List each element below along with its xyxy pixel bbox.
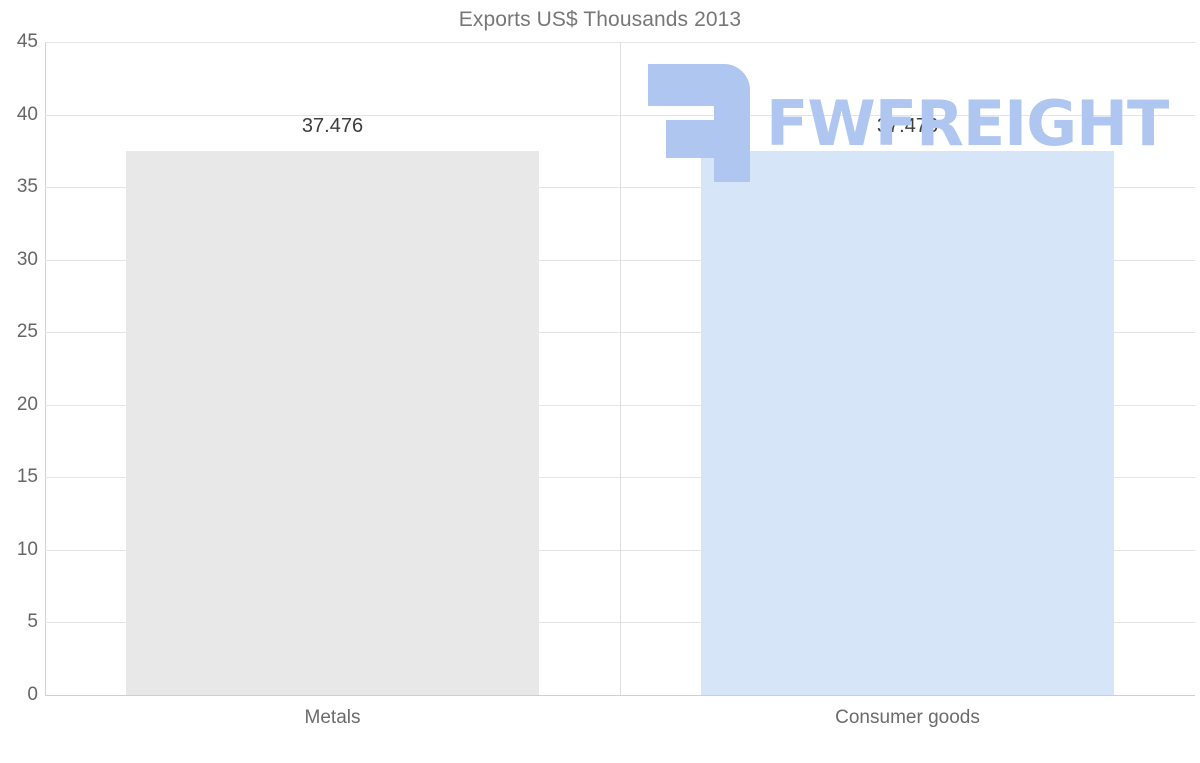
chart-title: Exports US$ Thousands 2013: [458, 8, 742, 31]
x-axis-category-label: Metals: [304, 707, 361, 728]
y-axis-tick-label: 0: [27, 684, 38, 705]
y-axis-tick-label: 15: [16, 466, 38, 488]
y-axis-tick-label: 5: [27, 611, 38, 633]
y-axis-tick-label: 25: [16, 321, 38, 343]
y-axis-tick-label: 40: [16, 103, 38, 125]
y-axis-tick-label: 20: [16, 393, 38, 415]
plot-area: [45, 42, 1195, 696]
y-axis-tick-label: 45: [16, 31, 38, 52]
y-axis-line: [45, 42, 46, 696]
gridline: [45, 695, 1195, 696]
y-axis-tick-label: 35: [16, 176, 38, 198]
category-gridline: [620, 42, 621, 695]
y-axis-tick-label: 10: [16, 538, 38, 560]
bar[interactable]: [126, 151, 539, 695]
bar[interactable]: [701, 151, 1114, 695]
x-axis-category-label: Consumer goods: [835, 707, 980, 728]
y-axis-tick-label: 30: [16, 248, 38, 270]
